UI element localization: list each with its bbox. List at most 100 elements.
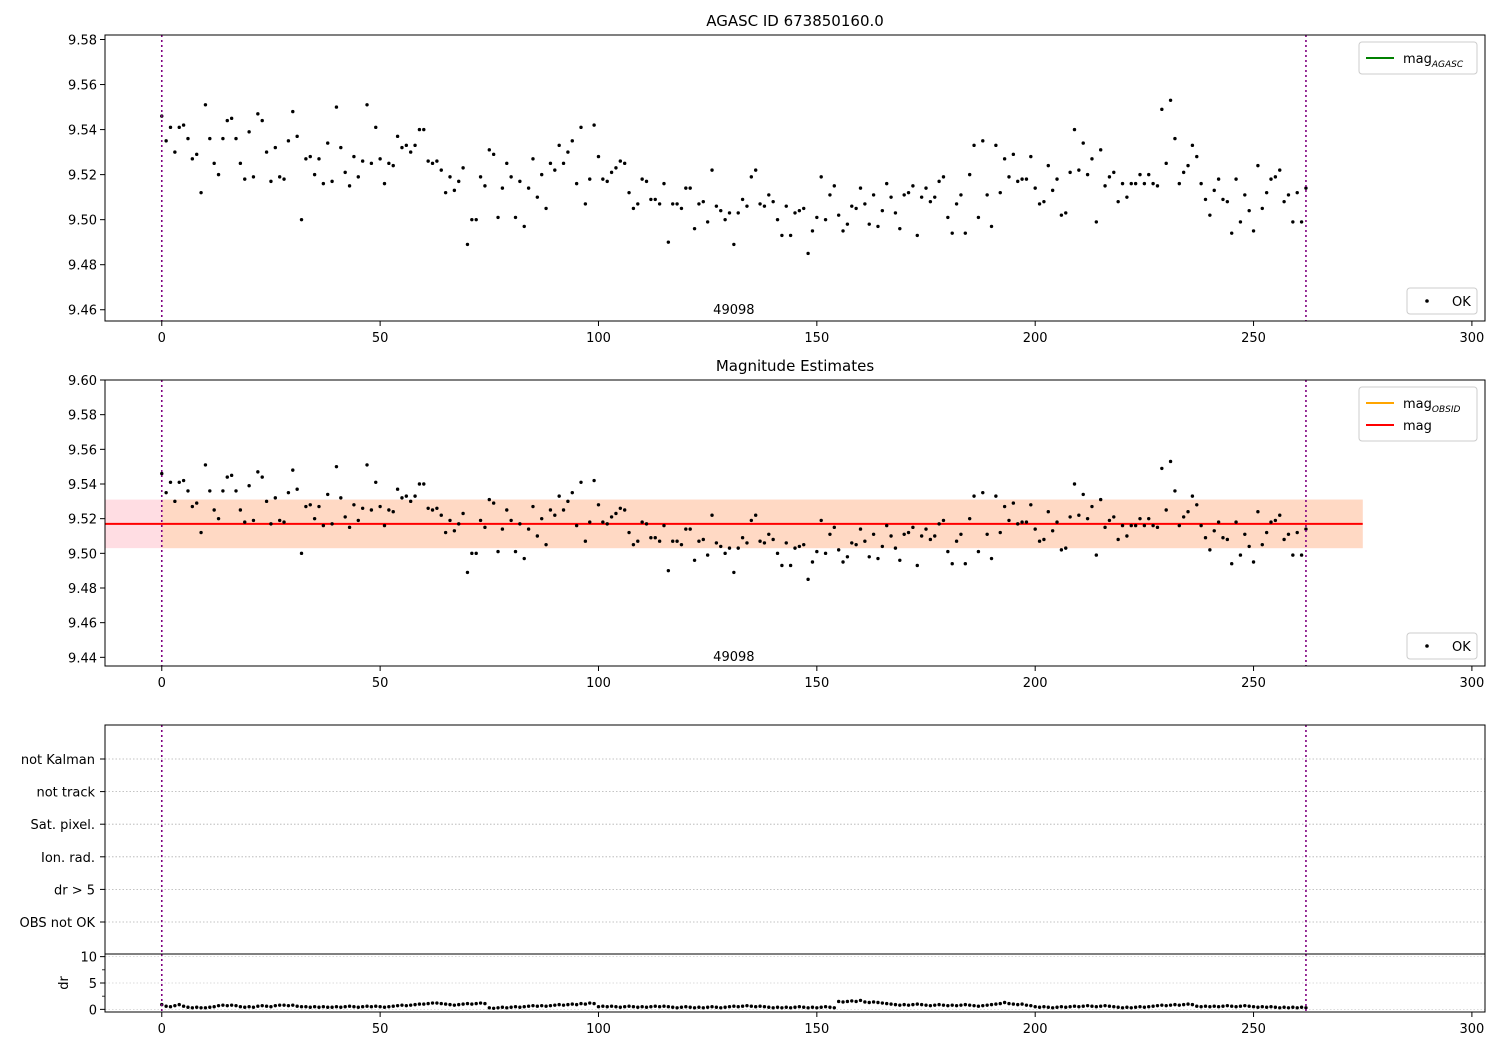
dr-point [1042,1005,1046,1009]
mag-point [382,181,387,186]
mag-point [697,202,701,206]
x-tick-label: 200 [1023,1022,1048,1037]
dr-point [1190,1002,1195,1007]
mag-point [583,202,588,206]
mag-point [374,480,378,484]
mag-point [1282,199,1286,204]
dr-point [819,1005,823,1009]
mag-point [797,208,802,213]
legend-label: OK [1452,295,1471,310]
mag-point [540,516,544,521]
mag-point [1138,172,1142,177]
mag-point [448,518,452,523]
mag-point [544,206,548,211]
mag-point [221,136,225,141]
dr-point [264,1004,269,1008]
mag-point [391,510,395,514]
dr-point [1024,1003,1029,1007]
legend-label: OK [1452,640,1471,655]
mag-point [636,202,640,206]
dr-point [304,1005,308,1009]
mag-point [653,197,657,202]
mag-point [1142,181,1147,186]
mag-point [452,188,457,193]
mag-point [871,532,876,536]
mag-point [1024,520,1029,524]
dr-point [972,1003,976,1008]
dr-point [1295,1006,1299,1010]
mag-point [1225,199,1230,204]
y-tick-label: 9.56 [68,443,97,458]
dr-point [1299,1005,1304,1009]
mag-point [784,204,788,208]
mag-point [234,136,238,141]
mag-point [863,202,867,206]
dr-point [330,1005,334,1009]
mag-point [256,470,260,474]
dr-point [522,1005,526,1009]
dr-point [614,1005,618,1009]
dr-point [941,1003,946,1007]
dr-point [588,1001,592,1005]
flag-label: not track [36,786,95,801]
legend-label-subscript: OBSID [1432,405,1461,415]
dr-point [876,1000,880,1005]
mag-point [880,544,885,549]
mag-point [330,522,334,526]
dr-point [758,1004,762,1008]
mag-point [478,518,483,523]
mag-point [732,570,736,575]
dr-point [400,1003,404,1007]
mag-point [1291,220,1295,224]
legend-label: mag [1403,419,1432,434]
mag-point [304,157,308,161]
mag-point [854,542,858,547]
mag-point [1243,532,1247,536]
dr-point [212,1005,216,1009]
mag-point [430,508,435,512]
mag-point [657,539,662,543]
mag-point [579,480,583,484]
mag-point [1011,152,1016,157]
mag-point [177,125,181,130]
mag-point [933,195,937,199]
dr-point [1090,1004,1094,1008]
dr-point [1216,1005,1221,1009]
y-tick-label: 9.54 [68,124,97,139]
dr-point [426,1001,430,1006]
mag-point [1216,520,1221,524]
mag-point [1190,143,1195,148]
dr-point [382,1005,387,1009]
mag-point [793,211,797,215]
mag-point [435,159,439,163]
dr-point [714,1005,719,1009]
dr-point [186,1005,190,1009]
dr-point [1251,1005,1256,1009]
mag-point [496,215,500,220]
mag-point [788,233,793,238]
mag-point [666,240,671,244]
mag-point [356,518,360,523]
mag-point [601,520,605,524]
mag-point [784,541,788,545]
dr-point [963,1002,968,1007]
legend-box [1358,386,1478,442]
dr-point [1173,1002,1177,1007]
mag-point [1138,516,1142,521]
mag-point [688,527,692,531]
dr-point [557,1002,561,1007]
mag-point [321,181,326,186]
mag-point [181,123,186,127]
dr-point [483,1001,487,1006]
mag-point [312,516,317,521]
legend-box [1358,41,1478,75]
mag-point [1286,193,1291,197]
x-tick-label: 300 [1459,676,1484,691]
mag-point [1273,518,1278,523]
dr-point [736,1005,740,1009]
dr-point [465,1001,470,1006]
mag-point [1230,231,1234,235]
mag-point [269,522,273,526]
mag-point [758,202,762,206]
mag-point [308,154,312,159]
